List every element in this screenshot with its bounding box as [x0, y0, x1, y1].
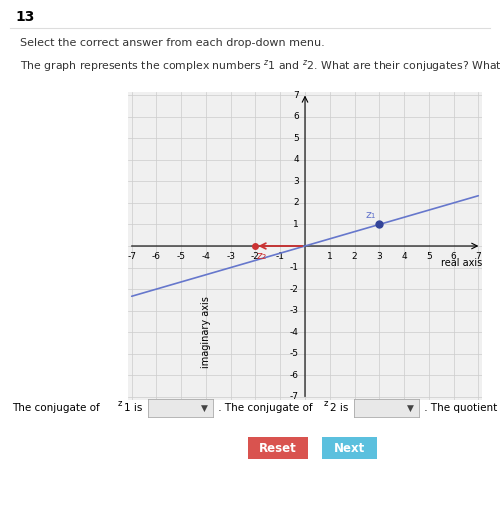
Text: 1: 1 [327, 253, 332, 262]
Text: z₁: z₁ [365, 210, 376, 220]
Text: -6: -6 [290, 371, 299, 380]
Text: -3: -3 [290, 306, 299, 315]
Text: -4: -4 [290, 327, 299, 337]
Text: The graph represents the complex numbers $^z$1 and $^z$2. What are their conjuga: The graph represents the complex numbers… [20, 58, 500, 74]
Text: 6: 6 [450, 253, 456, 262]
Text: z₂: z₂ [256, 252, 267, 262]
Text: -3: -3 [226, 253, 235, 262]
Text: 4: 4 [293, 155, 299, 164]
Text: 6: 6 [293, 112, 299, 121]
Text: -7: -7 [290, 392, 299, 401]
Text: z: z [324, 399, 328, 407]
Text: 7: 7 [293, 90, 299, 100]
Text: -1: -1 [276, 253, 284, 262]
Text: 13: 13 [15, 10, 34, 24]
Text: -1: -1 [290, 263, 299, 272]
Text: Next: Next [334, 441, 365, 454]
Text: 2 is: 2 is [330, 403, 348, 413]
Text: -5: -5 [290, 349, 299, 358]
Text: -4: -4 [202, 253, 210, 262]
Text: imaginary axis: imaginary axis [201, 296, 211, 368]
Text: . The conjugate of: . The conjugate of [215, 403, 316, 413]
Text: . The quotient of: . The quotient of [421, 403, 500, 413]
Text: 2: 2 [293, 198, 299, 208]
Text: real axis: real axis [441, 258, 482, 268]
Text: Reset: Reset [259, 441, 297, 454]
Text: ▼: ▼ [407, 404, 414, 413]
Text: -7: -7 [127, 253, 136, 262]
Text: 1 is: 1 is [124, 403, 142, 413]
Text: 2: 2 [352, 253, 358, 262]
Text: The conjugate of: The conjugate of [12, 403, 103, 413]
Text: 5: 5 [293, 134, 299, 143]
Text: -2: -2 [290, 285, 299, 293]
Text: z: z [118, 399, 122, 407]
Text: 3: 3 [376, 253, 382, 262]
Text: -5: -5 [176, 253, 186, 262]
Text: 3: 3 [293, 177, 299, 186]
Text: ▼: ▼ [201, 404, 208, 413]
Text: -2: -2 [251, 253, 260, 262]
Text: Select the correct answer from each drop-down menu.: Select the correct answer from each drop… [20, 38, 325, 48]
Text: 1: 1 [293, 220, 299, 229]
Text: 5: 5 [426, 253, 432, 262]
Text: 4: 4 [401, 253, 407, 262]
Text: -6: -6 [152, 253, 161, 262]
Text: 7: 7 [476, 253, 481, 262]
